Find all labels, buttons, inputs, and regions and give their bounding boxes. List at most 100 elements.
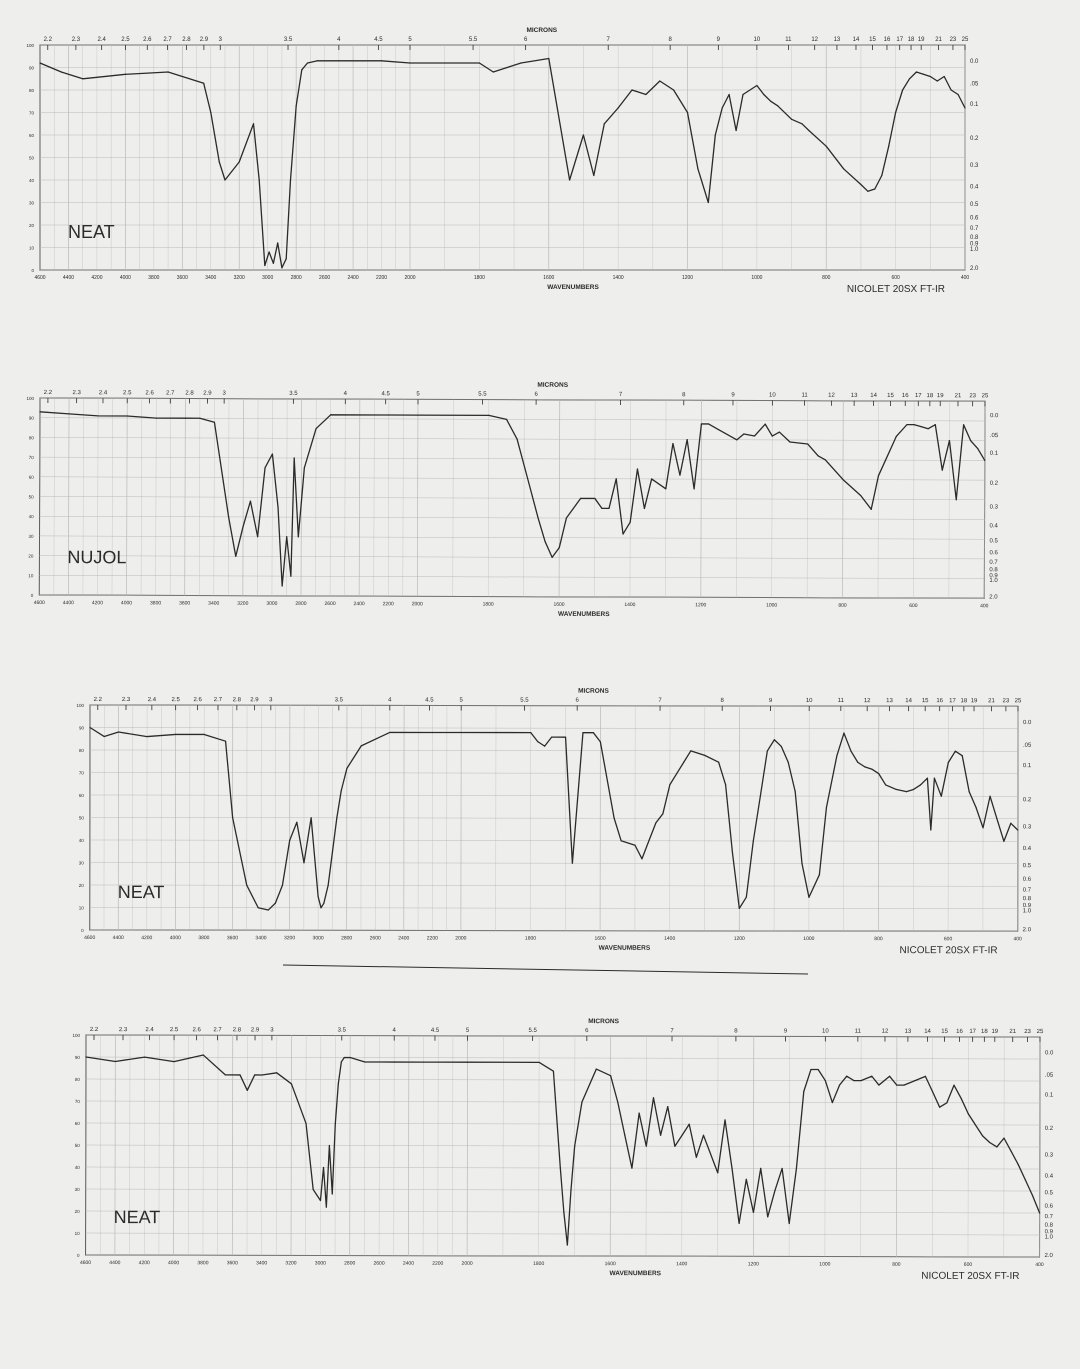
wavenumber-tick-label: 3200 [234,275,245,281]
y-tick-label: 10 [28,573,34,578]
spectrum-point [728,93,730,96]
y-tick-label: 60 [75,1121,81,1126]
absorbance-tick-label: 0.9 [1023,903,1032,909]
micron-tick-label: 16 [902,393,909,399]
spectrum-point [936,80,938,82]
wavenumber-tick-label: 600 [909,603,918,609]
spectrum-point [673,89,675,91]
micron-tick-label: 17 [949,698,956,704]
micron-tick-label: 16 [936,698,943,704]
spectrum-point [232,817,234,819]
micron-tick-label: 15 [869,37,876,43]
micron-tick-label: 2.4 [145,1027,154,1033]
spectrum-point [655,822,657,824]
spectrum-point [895,111,897,114]
wavenumber-tick-label: 2800 [295,601,306,607]
micron-tick-label: 6 [534,392,538,398]
wavenumber-tick-label: 2200 [432,1261,443,1267]
spectrum-point [319,1199,322,1202]
spectrum-point [824,459,826,461]
wavenumber-tick-label: 600 [944,936,953,942]
grid-horizontal [85,1232,1040,1236]
spectrum-point [293,457,295,459]
absorbance-tick-label: 2.0 [989,594,998,600]
spectrum-point [617,107,619,109]
spectrum-point [702,1134,705,1136]
spectrum-point [756,84,758,87]
wavenumber-tick-label: 3600 [177,275,188,281]
absorbance-tick-label: 2.0 [1023,927,1032,933]
spectrum-point [924,1075,927,1077]
grid-horizontal [89,704,1018,707]
spectrum-point [39,411,41,413]
spectrum-point [257,907,259,909]
spectrum-point [327,884,329,886]
wavenumber-tick-label: 2200 [383,601,394,607]
spectrum-point [939,1106,941,1108]
spectrum-point [778,431,780,433]
spectrum-point [285,258,287,260]
spectrum-point [325,1206,327,1208]
spectrum-point [982,827,984,829]
spectrum-point [617,1101,619,1103]
y-tick-label: 40 [29,514,35,519]
wavenumber-tick-label: 600 [964,1262,973,1268]
micron-tick-label: 2.7 [214,697,223,703]
wavenumber-tick-label: 3000 [262,275,273,281]
spectrum-panel-1: 10090807060504030201000.0.050.10.20.30.4… [26,27,979,295]
spectrum-point [659,80,661,82]
spectrum-point [877,475,880,477]
spectrum-point [857,761,859,763]
wavenumber-tick-label: 400 [961,275,970,281]
wavenumber-tick-label: 1600 [543,275,554,281]
spectrum-point [340,790,342,792]
micron-tick-label: 4.5 [374,37,383,43]
wavenumber-tick-label: 1000 [803,936,814,942]
spectrum-point [526,477,529,480]
spectrum-point [360,745,362,747]
wavenumber-tick-label: 2400 [403,1261,414,1267]
spectrum-point [544,745,546,747]
spectrum-point [488,414,490,416]
spectrum-point [724,784,727,786]
spectrum-point [167,71,169,73]
spectrum-point [885,784,887,786]
spectrum-point [203,82,205,84]
spectrum-point [268,251,270,253]
spectrum-point [505,418,508,420]
spectrum-point [950,89,952,91]
wavenumber-tick-label: 4200 [139,1260,150,1266]
absorbance-tick-label: 0.7 [989,560,998,566]
wavenumber-tick-label: 3200 [237,601,248,607]
y-tick-label: 10 [75,1231,81,1236]
grid-horizontal [85,1166,1040,1170]
micron-tick-label: 2.9 [250,697,259,703]
y-tick-label: 30 [29,201,35,206]
spectrum-point [1017,1163,1019,1166]
spectrum-point [478,62,480,64]
spectrum-point [934,424,936,426]
absorbance-tick-label: 0.5 [989,538,998,544]
wavenumber-tick-label: 2400 [354,601,365,607]
wavenumber-tick-label: 3200 [284,935,295,941]
spectrum-point [913,424,915,426]
spectrum-point [638,1112,640,1114]
spectrum-point [940,795,942,797]
spectrum-point [492,71,494,73]
spectrum-point [690,750,692,752]
absorbance-tick-label: .05 [1045,1073,1054,1079]
spectrum-point [574,1145,576,1147]
y-tick-label: 60 [29,133,35,138]
micron-tick-label: 12 [882,1029,889,1035]
micron-tick-label: 11 [801,393,808,399]
spectrum-point [846,1075,848,1077]
micron-tick-label: 2.7 [163,37,172,43]
spectrum-point [764,423,766,425]
spectrum-point [905,791,908,793]
spectrum-point [409,62,411,64]
y-tick-label: 20 [29,223,35,228]
spectrum-point [114,1060,116,1063]
spectrum-point [97,415,99,417]
spectrum-point [267,909,269,911]
spectrum-point [568,179,571,181]
